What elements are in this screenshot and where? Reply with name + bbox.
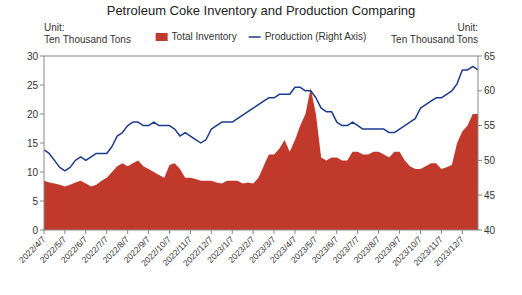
tick [40,114,44,115]
tick [211,230,212,234]
tick [40,56,44,57]
tick [478,125,482,126]
tick [357,230,358,234]
tick [44,230,45,234]
tick [40,172,44,173]
tick [336,230,337,234]
tick [441,230,442,234]
legend: Total Inventory Production (Right Axis) [156,31,367,42]
tick [478,230,482,231]
tick [399,230,400,234]
tick [478,195,482,196]
tick-label: 60 [484,85,496,96]
y2-axis-label: Ten Thousand Tons [391,34,478,45]
tick [148,230,149,234]
tick [478,90,482,91]
tick [378,230,379,234]
tick [40,85,44,86]
tick [40,230,44,231]
tick [85,230,86,234]
plot-frame [44,56,478,230]
area [44,88,478,230]
tick [190,230,191,234]
tick-label: 30 [27,51,39,62]
line [44,66,478,170]
tick [315,230,316,234]
tick-label: 40 [484,225,496,236]
tick-label: 0 [32,225,38,236]
y2-axis-label: Unit: [457,22,478,33]
tick-label: 25 [27,80,39,91]
tick [274,230,275,234]
tick-label: 65 [484,51,496,62]
y-axis-label: Ten Thousand Tons [44,34,131,45]
tick [40,143,44,144]
tick [420,230,421,234]
tick-label: 2023/12/7 [432,234,466,268]
tick-label: 45 [484,190,496,201]
tick [106,230,107,234]
tick [253,230,254,234]
tick-label: 50 [484,155,496,166]
tick [462,230,463,234]
tick [169,230,170,234]
title: Petroleum Coke Inventory and Production … [107,3,416,18]
tick [478,160,482,161]
tick [232,230,233,234]
legend-label: Total Inventory [172,31,237,42]
tick-label: 5 [32,196,38,207]
tick [294,230,295,234]
tick [127,230,128,234]
tick [40,201,44,202]
legend-swatch [156,33,168,41]
legend-label: Production (Right Axis) [265,31,367,42]
tick [64,230,65,234]
tick-label: 10 [27,167,39,178]
y2-axis: 40 45 50 55 60 65 [478,51,496,236]
tick-label: 15 [27,138,39,149]
legend-swatch [249,36,261,38]
tick [478,56,482,57]
legend-item: Total Inventory [156,31,237,42]
tick-label: 55 [484,120,496,131]
y-axis-label: Unit: [44,22,65,33]
marks [44,66,478,230]
tick-label: 20 [27,109,39,120]
chart: Petroleum Coke Inventory and Production … [0,0,522,295]
legend-item: Production (Right Axis) [249,31,367,42]
x-axis: 2022/4/72022/5/72022/6/72022/7/72022/8/7… [17,230,466,268]
y-axis: 0 5 10 15 20 25 30 [27,51,44,236]
